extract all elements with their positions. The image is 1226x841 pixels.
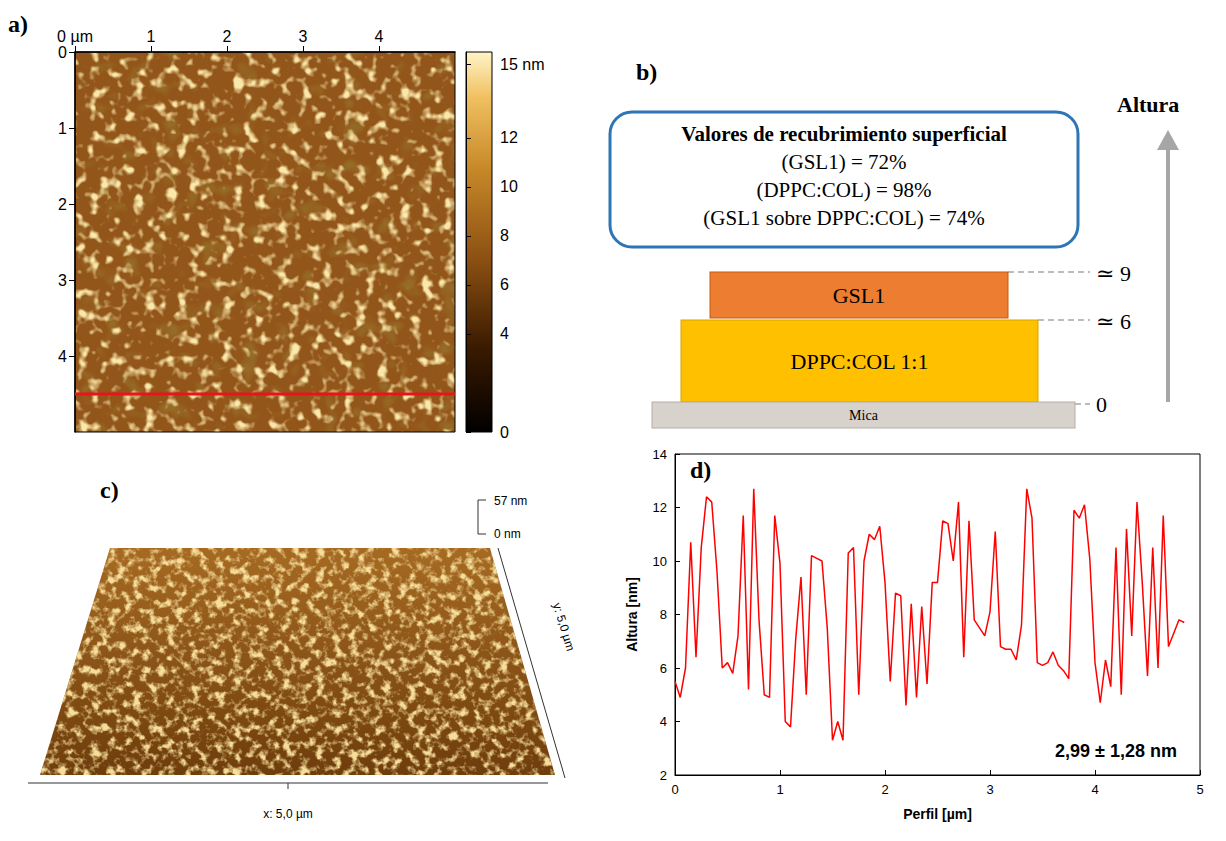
svg-text:0: 0: [500, 424, 509, 441]
svg-text:a): a): [8, 11, 28, 37]
svg-text:6: 6: [660, 661, 667, 676]
svg-text:(GSL1 sobre DPPC:COL) = 74%: (GSL1 sobre DPPC:COL) = 74%: [703, 206, 984, 230]
svg-text:0: 0: [671, 782, 678, 797]
svg-text:10: 10: [500, 178, 518, 195]
svg-text:Perfil [µm]: Perfil [µm]: [903, 806, 972, 822]
svg-text:8: 8: [660, 607, 667, 622]
svg-text:3: 3: [986, 782, 993, 797]
svg-text:d): d): [690, 457, 711, 483]
svg-text:≃ 6: ≃ 6: [1096, 309, 1131, 334]
svg-text:3: 3: [58, 272, 67, 289]
svg-text:5: 5: [1196, 782, 1203, 797]
svg-text:DPPC:COL 1:1: DPPC:COL 1:1: [791, 349, 929, 374]
svg-text:12: 12: [500, 129, 518, 146]
svg-text:(DPPC:COL) = 98%: (DPPC:COL) = 98%: [756, 178, 931, 202]
svg-text:2: 2: [660, 768, 667, 783]
svg-text:3: 3: [299, 28, 308, 45]
svg-text:c): c): [100, 477, 119, 503]
svg-text:4: 4: [660, 714, 667, 729]
svg-text:2: 2: [223, 28, 232, 45]
svg-text:GSL1: GSL1: [833, 283, 886, 308]
svg-text:2: 2: [58, 196, 67, 213]
svg-text:12: 12: [653, 500, 667, 515]
svg-text:2,99 ± 1,28 nm: 2,99 ± 1,28 nm: [1055, 741, 1177, 761]
svg-text:(GSL1) = 72%: (GSL1) = 72%: [782, 150, 907, 174]
svg-text:6: 6: [500, 276, 509, 293]
svg-text:4: 4: [1091, 782, 1098, 797]
svg-text:x: 5,0 µm: x: 5,0 µm: [263, 807, 313, 821]
svg-text:4: 4: [500, 325, 509, 342]
svg-text:2: 2: [881, 782, 888, 797]
svg-text:15 nm: 15 nm: [500, 56, 544, 73]
svg-text:1: 1: [58, 120, 67, 137]
svg-text:Altura: Altura: [1117, 92, 1179, 117]
svg-text:57 nm: 57 nm: [494, 494, 527, 508]
svg-text:Valores de recubrimiento super: Valores de recubrimiento superficial: [681, 122, 1007, 146]
svg-text:1: 1: [776, 782, 783, 797]
svg-text:0: 0: [58, 44, 67, 61]
svg-text:4: 4: [58, 348, 67, 365]
svg-text:0 µm: 0 µm: [57, 28, 93, 45]
svg-text:≃ 9: ≃ 9: [1096, 261, 1131, 286]
svg-text:8: 8: [500, 227, 509, 244]
svg-text:14: 14: [653, 447, 667, 462]
svg-text:0: 0: [1096, 392, 1107, 417]
svg-text:y: 5,0 µm: y: 5,0 µm: [550, 601, 578, 653]
svg-text:10: 10: [653, 554, 667, 569]
svg-text:4: 4: [375, 28, 384, 45]
svg-text:b): b): [636, 59, 657, 85]
svg-text:Altura [nm]: Altura [nm]: [624, 577, 640, 652]
svg-text:0 nm: 0 nm: [494, 527, 521, 541]
svg-text:Mica: Mica: [849, 408, 879, 423]
svg-text:1: 1: [147, 28, 156, 45]
